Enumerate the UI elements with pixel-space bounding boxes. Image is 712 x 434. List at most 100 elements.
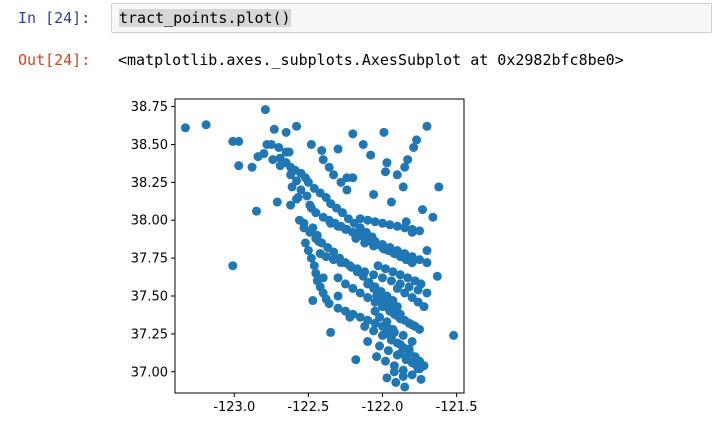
- data-point: [369, 189, 379, 199]
- data-point: [391, 377, 401, 387]
- data-point: [351, 355, 361, 365]
- data-point: [398, 182, 408, 192]
- data-point: [400, 288, 410, 298]
- data-point: [363, 215, 373, 225]
- y-tick-label: 38.75: [131, 100, 168, 115]
- data-point: [275, 161, 285, 171]
- data-point: [228, 261, 238, 271]
- data-point: [329, 247, 339, 257]
- plot-output: -123.0 -122.5 -122.0 -121.5 37.00 37.25 37.50 3…: [100, 90, 480, 430]
- data-point: [382, 317, 392, 327]
- data-point: [360, 321, 370, 331]
- data-point: [407, 227, 417, 237]
- data-point: [180, 123, 190, 133]
- data-point: [377, 218, 387, 228]
- input-prompt: In [24]:: [18, 9, 91, 27]
- data-point: [286, 170, 296, 180]
- data-point: [274, 142, 284, 152]
- data-point: [409, 142, 419, 152]
- data-point: [392, 170, 402, 180]
- code-text[interactable]: tract_points.plot(): [119, 9, 291, 27]
- data-point: [366, 150, 376, 160]
- y-tick-label: 37.00: [131, 365, 168, 380]
- data-point: [379, 127, 389, 137]
- data-point: [392, 283, 402, 293]
- data-point: [395, 309, 405, 319]
- data-point: [375, 312, 385, 322]
- data-point: [340, 279, 350, 289]
- data-point: [345, 261, 355, 271]
- data-point: [262, 139, 272, 149]
- data-point: [309, 261, 319, 271]
- data-point: [388, 267, 398, 277]
- data-point: [386, 276, 396, 286]
- code-line[interactable]: tract_points.plot(): [119, 9, 291, 27]
- data-point: [260, 105, 270, 115]
- data-point: [370, 217, 380, 227]
- data-point: [234, 136, 244, 146]
- data-point: [382, 373, 392, 383]
- data-point: [415, 364, 425, 374]
- data-point: [410, 321, 420, 331]
- data-point: [398, 330, 408, 340]
- data-point: [292, 194, 302, 204]
- x-tick-label: -121.5: [436, 400, 478, 415]
- y-tick-label: 37.25: [131, 327, 168, 342]
- data-point: [269, 124, 279, 134]
- x-tick-label: -123.0: [213, 400, 255, 415]
- data-point: [363, 293, 373, 303]
- data-point: [355, 214, 365, 224]
- data-point: [386, 197, 396, 207]
- data-point: [355, 312, 365, 322]
- data-point: [296, 185, 306, 195]
- data-point: [369, 326, 379, 336]
- data-point: [268, 155, 278, 165]
- y-tick-label: 37.75: [131, 252, 168, 267]
- data-point: [351, 233, 361, 243]
- data-point: [389, 367, 399, 377]
- data-point: [380, 167, 390, 177]
- data-point: [360, 238, 370, 248]
- data-point: [306, 203, 316, 213]
- y-tick-label: 37.50: [131, 290, 168, 305]
- data-point: [373, 261, 383, 271]
- data-point: [308, 296, 318, 306]
- data-point: [422, 121, 432, 131]
- data-point: [284, 147, 294, 157]
- data-point: [247, 162, 257, 172]
- data-point: [407, 258, 417, 268]
- data-point: [360, 267, 370, 277]
- x-tick-label: -122.5: [287, 400, 329, 415]
- code-editor[interactable]: tract_points.plot(): [111, 3, 712, 33]
- data-point: [314, 236, 324, 246]
- data-point: [392, 221, 402, 231]
- scatter-chart: -123.0 -122.5 -122.0 -121.5 37.00 37.25 37.50 3…: [131, 98, 478, 415]
- data-point: [388, 247, 398, 257]
- data-point: [329, 255, 339, 265]
- data-point: [416, 374, 426, 384]
- data-point: [306, 139, 316, 149]
- data-point: [272, 197, 282, 207]
- input-cell: In [24]: tract_points.plot(): [0, 0, 712, 40]
- data-point: [422, 258, 432, 268]
- data-point: [398, 371, 408, 381]
- data-point: [333, 144, 343, 154]
- data-point: [428, 212, 438, 222]
- data-point: [418, 205, 428, 215]
- data-point: [432, 271, 442, 281]
- data-point: [403, 155, 413, 165]
- output-prompt: Out[24]:: [18, 51, 91, 69]
- data-point: [379, 244, 389, 254]
- data-point: [318, 155, 328, 165]
- data-point: [324, 299, 334, 309]
- data-point: [252, 206, 262, 216]
- y-tick-label: 38.25: [131, 176, 168, 191]
- data-point: [286, 200, 296, 210]
- data-point: [422, 246, 432, 256]
- data-point: [336, 258, 346, 268]
- data-point: [377, 273, 387, 283]
- data-point: [449, 330, 459, 340]
- data-point: [372, 352, 382, 362]
- x-tick-label: -122.0: [362, 400, 404, 415]
- data-point: [401, 217, 411, 227]
